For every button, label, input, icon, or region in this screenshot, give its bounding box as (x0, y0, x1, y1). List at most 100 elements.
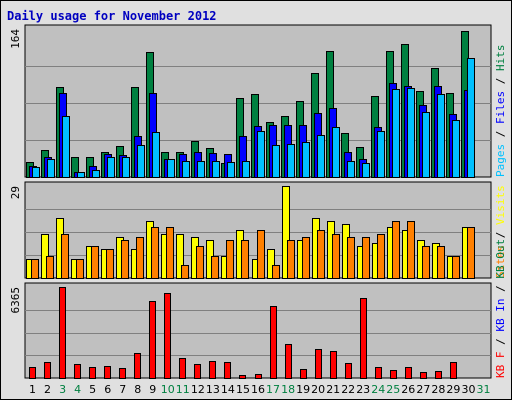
day-label-11: 11 (176, 383, 190, 396)
bar-sites-day-15 (241, 240, 249, 279)
bar-kb-f-day-3 (59, 287, 66, 379)
bar-sites-day-18 (287, 240, 295, 279)
bar-sites-day-29 (452, 256, 460, 279)
day-label-2: 2 (44, 383, 51, 396)
day-label-9: 9 (149, 383, 156, 396)
bar-sites-day-19 (302, 237, 310, 279)
bar-pages-day-16 (257, 131, 265, 178)
bar-sites-day-10 (166, 227, 174, 279)
bar-kb-f-day-13 (209, 361, 216, 379)
bar-sites-day-7 (121, 240, 129, 279)
bar-visits-day-11 (176, 234, 184, 279)
bar-pages-day-8 (137, 145, 145, 178)
day-label-13: 13 (206, 383, 220, 396)
bar-pages-day-9 (152, 132, 160, 178)
bar-kb-f-day-11 (179, 358, 186, 379)
day-label-24: 24 (371, 383, 385, 396)
bar-pages-day-28 (437, 94, 445, 178)
day-label-17: 17 (266, 383, 280, 396)
bar-sites-day-23 (362, 237, 370, 279)
day-label-26: 26 (401, 383, 415, 396)
day-label-15: 15 (236, 383, 250, 396)
y-max-label: 6365 (9, 287, 22, 314)
bar-sites-day-28 (437, 246, 445, 279)
bar-pages-day-29 (452, 120, 460, 178)
bar-sites-day-2 (46, 256, 54, 279)
panel-legend: Pages / Files / Hits (494, 45, 507, 178)
chart-title: Daily usage for November 2012 (7, 9, 217, 23)
day-label-1: 1 (29, 383, 36, 396)
bar-sites-day-22 (347, 237, 355, 279)
bar-pages-day-27 (422, 112, 430, 178)
y-max-label: 29 (9, 186, 22, 199)
bar-pages-day-3 (62, 116, 70, 178)
bar-sites-day-12 (196, 246, 204, 279)
bar-pages-day-6 (107, 157, 115, 178)
bar-sites-day-11 (181, 265, 189, 279)
bar-kb-f-day-26 (405, 367, 412, 379)
bar-kb-f-day-17 (270, 306, 277, 379)
bar-sites-day-17 (272, 265, 280, 279)
bar-kb-f-day-22 (345, 363, 352, 379)
bar-pages-day-23 (362, 163, 370, 178)
bar-sites-day-24 (377, 234, 385, 279)
day-label-5: 5 (89, 383, 96, 396)
bar-kb-f-day-24 (375, 367, 382, 379)
bar-kb-f-day-20 (315, 349, 322, 379)
day-label-8: 8 (134, 383, 141, 396)
legend-entry: / (494, 71, 507, 91)
day-label-29: 29 (446, 383, 460, 396)
bar-sites-day-13 (211, 256, 219, 279)
bar-pages-day-7 (122, 157, 130, 178)
bar-kb-f-day-19 (300, 369, 307, 379)
bar-sites-day-21 (332, 234, 340, 279)
legend-entry: KB In (494, 299, 507, 332)
bar-pages-day-15 (242, 161, 250, 178)
y-max-label: 164 (9, 29, 22, 49)
bar-pages-day-14 (227, 162, 235, 178)
day-label-31: 31 (477, 383, 491, 396)
day-label-25: 25 (386, 383, 400, 396)
panel-hits-files-pages: 164 Pages / Files / Hits (9, 24, 507, 178)
bar-kb-f-day-23 (360, 298, 367, 379)
bar-kb-f-day-7 (119, 368, 126, 379)
bar-sites-day-20 (317, 230, 325, 279)
day-label-7: 7 (119, 383, 126, 396)
legend-entry: / (494, 279, 507, 299)
bar-pages-day-5 (92, 170, 100, 178)
legend-entry: / (494, 124, 507, 144)
bar-kb-f-day-28 (435, 371, 442, 379)
bar-kb-f-day-2 (44, 362, 51, 379)
legend-entry: Hits (494, 45, 507, 72)
bar-pages-day-24 (377, 131, 385, 178)
bar-sites-day-8 (136, 237, 144, 279)
bar-kb-f-day-18 (285, 344, 292, 379)
bar-sites-day-25 (392, 221, 400, 279)
bar-kb-f-day-5 (89, 367, 96, 379)
bar-pages-day-13 (212, 161, 220, 178)
legend-entry: Pages (494, 144, 507, 177)
bar-pages-day-19 (302, 142, 310, 178)
day-label-10: 10 (161, 383, 175, 396)
bar-kb-f-day-9 (149, 301, 156, 379)
legend-entry: Visits (494, 185, 507, 225)
bar-kb-f-day-8 (134, 353, 141, 379)
bar-kb-f-day-25 (390, 370, 397, 379)
panel-visits-sites: 29 Sites / Visits (9, 181, 507, 279)
bar-sites-day-5 (91, 246, 99, 279)
bar-pages-day-21 (332, 127, 340, 178)
bar-kb-f-day-14 (224, 362, 231, 379)
plot-area (24, 282, 492, 379)
panel-kb-f-in-out: 6365 KB F / KB In / KB Out (9, 239, 507, 379)
bar-sites-day-30 (467, 227, 475, 279)
bar-sites-day-6 (106, 249, 114, 279)
bar-sites-day-14 (226, 240, 234, 279)
panel-legend: KB F / KB In / KB Out (494, 239, 507, 378)
legend-entry: / (494, 225, 507, 245)
day-label-21: 21 (326, 383, 340, 396)
day-label-12: 12 (191, 383, 205, 396)
bar-kb-f-day-16 (255, 374, 262, 379)
legend-entry: KB F (494, 352, 507, 379)
bar-pages-day-22 (347, 161, 355, 178)
